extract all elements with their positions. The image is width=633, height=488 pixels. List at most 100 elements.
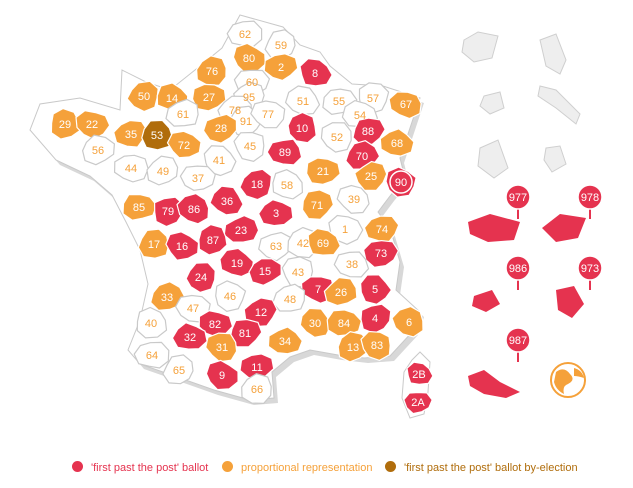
department-label-32: 32 [184,332,196,344]
department-73 [362,239,400,268]
department-label-35: 35 [125,129,137,141]
department-label-22: 22 [86,119,98,131]
department-label-55: 55 [333,96,345,108]
overseas-pin-label-986: 986 [509,263,527,275]
department-label-56: 56 [92,145,104,157]
department-label-16: 16 [176,241,188,253]
department-2A [403,391,433,415]
overseas-island-reunion [479,91,505,115]
overseas-pin-973 [577,255,603,281]
department-label-58: 58 [281,180,293,192]
department-58 [272,169,304,200]
department-39 [336,184,370,214]
department-label-41: 41 [213,155,225,167]
legend-item-fptp: 'first past the post' ballot [72,461,208,474]
department-10 [287,111,317,144]
overseas-territory-973 [556,286,584,318]
department-label-54: 54 [354,110,366,122]
department-label-17: 17 [148,239,160,251]
department-label-2B: 2B [412,369,425,381]
department-label-72: 72 [178,140,190,152]
overseas-island-mayotte [477,139,509,179]
department-46 [215,280,247,312]
department-24 [185,262,216,294]
department-label-43: 43 [292,267,304,279]
department-67 [388,91,422,120]
department-label-29: 29 [59,119,71,131]
department-68 [379,128,415,157]
department-88 [352,117,386,146]
department-1 [328,214,364,245]
department-label-85: 85 [133,202,145,214]
department-label-59: 59 [275,40,287,52]
department-label-2A: 2A [411,397,425,409]
department-18 [239,168,273,201]
department-64 [133,341,170,369]
department-23 [223,214,260,243]
department-label-76: 76 [206,66,218,78]
department-40 [136,306,168,339]
department-label-64: 64 [146,350,158,362]
department-74 [363,215,400,243]
department-label-63: 63 [270,241,282,253]
department-label-4: 4 [372,313,378,325]
legend-swatch-byelection [385,461,396,472]
department-83 [360,330,391,362]
department-86 [176,192,210,225]
department-26 [323,276,358,307]
department-label-1: 1 [342,224,348,236]
department-25 [353,160,388,191]
department-label-73: 73 [375,248,387,260]
overseas-pin-977 [505,184,531,210]
department-label-48: 48 [284,294,296,306]
department-label-90: 90 [395,177,407,189]
department-label-3: 3 [273,208,279,220]
department-label-47: 47 [187,303,199,315]
overseas-territory-978 [542,214,586,242]
department-89 [266,138,303,166]
department-84 [326,309,363,337]
department-81 [229,318,263,348]
department-label-23: 23 [235,225,247,237]
department-32 [171,322,208,350]
department-35 [113,119,149,148]
legend: 'first past the post' ballot proportiona… [0,458,633,480]
department-label-10: 10 [296,123,308,135]
department-5 [359,274,393,305]
department-31 [205,332,238,363]
department-label-45: 45 [244,141,256,153]
department-label-87: 87 [207,235,219,247]
overseas-island-guadeloupe [461,31,499,63]
department-65 [162,354,194,385]
department-71 [301,189,335,221]
department-9 [205,359,239,391]
globe-icon [550,362,586,398]
department-label-2: 2 [278,62,284,74]
legend-label-byelection: 'first past the post' ballot by-election [404,462,578,474]
department-label-79: 79 [162,206,174,218]
overseas-pin-987 [505,327,531,353]
department-37 [179,165,216,191]
department-21 [305,157,341,185]
department-label-60: 60 [246,77,258,89]
department-label-37: 37 [192,173,204,185]
department-44 [113,154,149,183]
department-label-30: 30 [309,318,321,330]
department-label-5: 5 [372,284,378,296]
department-28 [202,113,238,144]
department-label-53: 53 [151,130,163,142]
department-label-15: 15 [259,266,271,278]
department-3 [257,199,294,227]
department-label-11: 11 [251,362,262,374]
department-label-81: 81 [239,328,251,340]
department-label-9: 9 [219,370,225,382]
department-2 [263,53,299,82]
department-label-52: 52 [331,132,343,144]
department-77 [250,100,286,129]
department-label-71: 71 [311,200,323,212]
department-76 [195,55,227,86]
department-label-19: 19 [231,258,243,270]
department-53 [141,119,173,151]
